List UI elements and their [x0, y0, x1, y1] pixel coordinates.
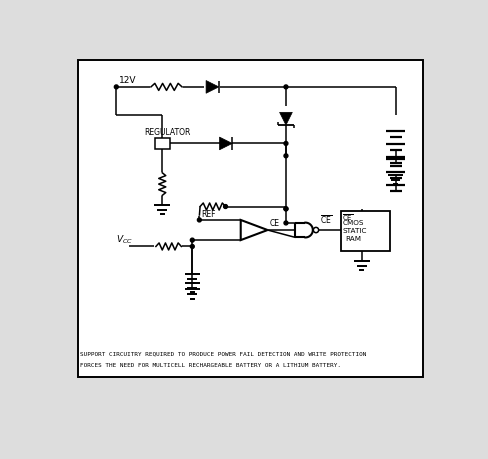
Circle shape — [190, 245, 194, 248]
Bar — [155, 138, 169, 149]
Text: STATIC: STATIC — [342, 228, 366, 234]
Circle shape — [284, 141, 287, 146]
Circle shape — [197, 218, 201, 222]
Circle shape — [284, 85, 287, 89]
Text: $\overline{\rm CE}$: $\overline{\rm CE}$ — [342, 213, 353, 223]
Circle shape — [284, 221, 287, 225]
Text: CMOS: CMOS — [342, 220, 364, 226]
Circle shape — [284, 154, 287, 158]
Text: SUPPORT CIRCUITRY REQUIRED TO PRODUCE POWER FAIL DETECTION AND WRITE PROTECTION: SUPPORT CIRCUITRY REQUIRED TO PRODUCE PO… — [80, 351, 366, 356]
Text: 12V: 12V — [119, 76, 136, 84]
Bar — [340, 211, 389, 251]
Text: FORCES THE NEED FOR MULTICELL RECHARGEABLE BATTERY OR A LITHIUM BATTERY.: FORCES THE NEED FOR MULTICELL RECHARGEAB… — [80, 363, 341, 368]
Circle shape — [284, 207, 287, 211]
Text: RAM: RAM — [344, 235, 360, 242]
Text: REF: REF — [201, 210, 215, 219]
Text: $\overline{\rm CE}$: $\overline{\rm CE}$ — [320, 215, 331, 227]
Circle shape — [284, 207, 287, 211]
Bar — [78, 61, 422, 377]
Polygon shape — [205, 80, 218, 93]
Text: $V_{CC}$: $V_{CC}$ — [115, 234, 132, 246]
Circle shape — [114, 85, 118, 89]
Polygon shape — [279, 112, 292, 125]
Text: REGULATOR: REGULATOR — [143, 128, 190, 137]
Polygon shape — [219, 137, 232, 150]
Circle shape — [190, 238, 194, 242]
Text: CE: CE — [269, 219, 279, 228]
Circle shape — [223, 205, 227, 208]
